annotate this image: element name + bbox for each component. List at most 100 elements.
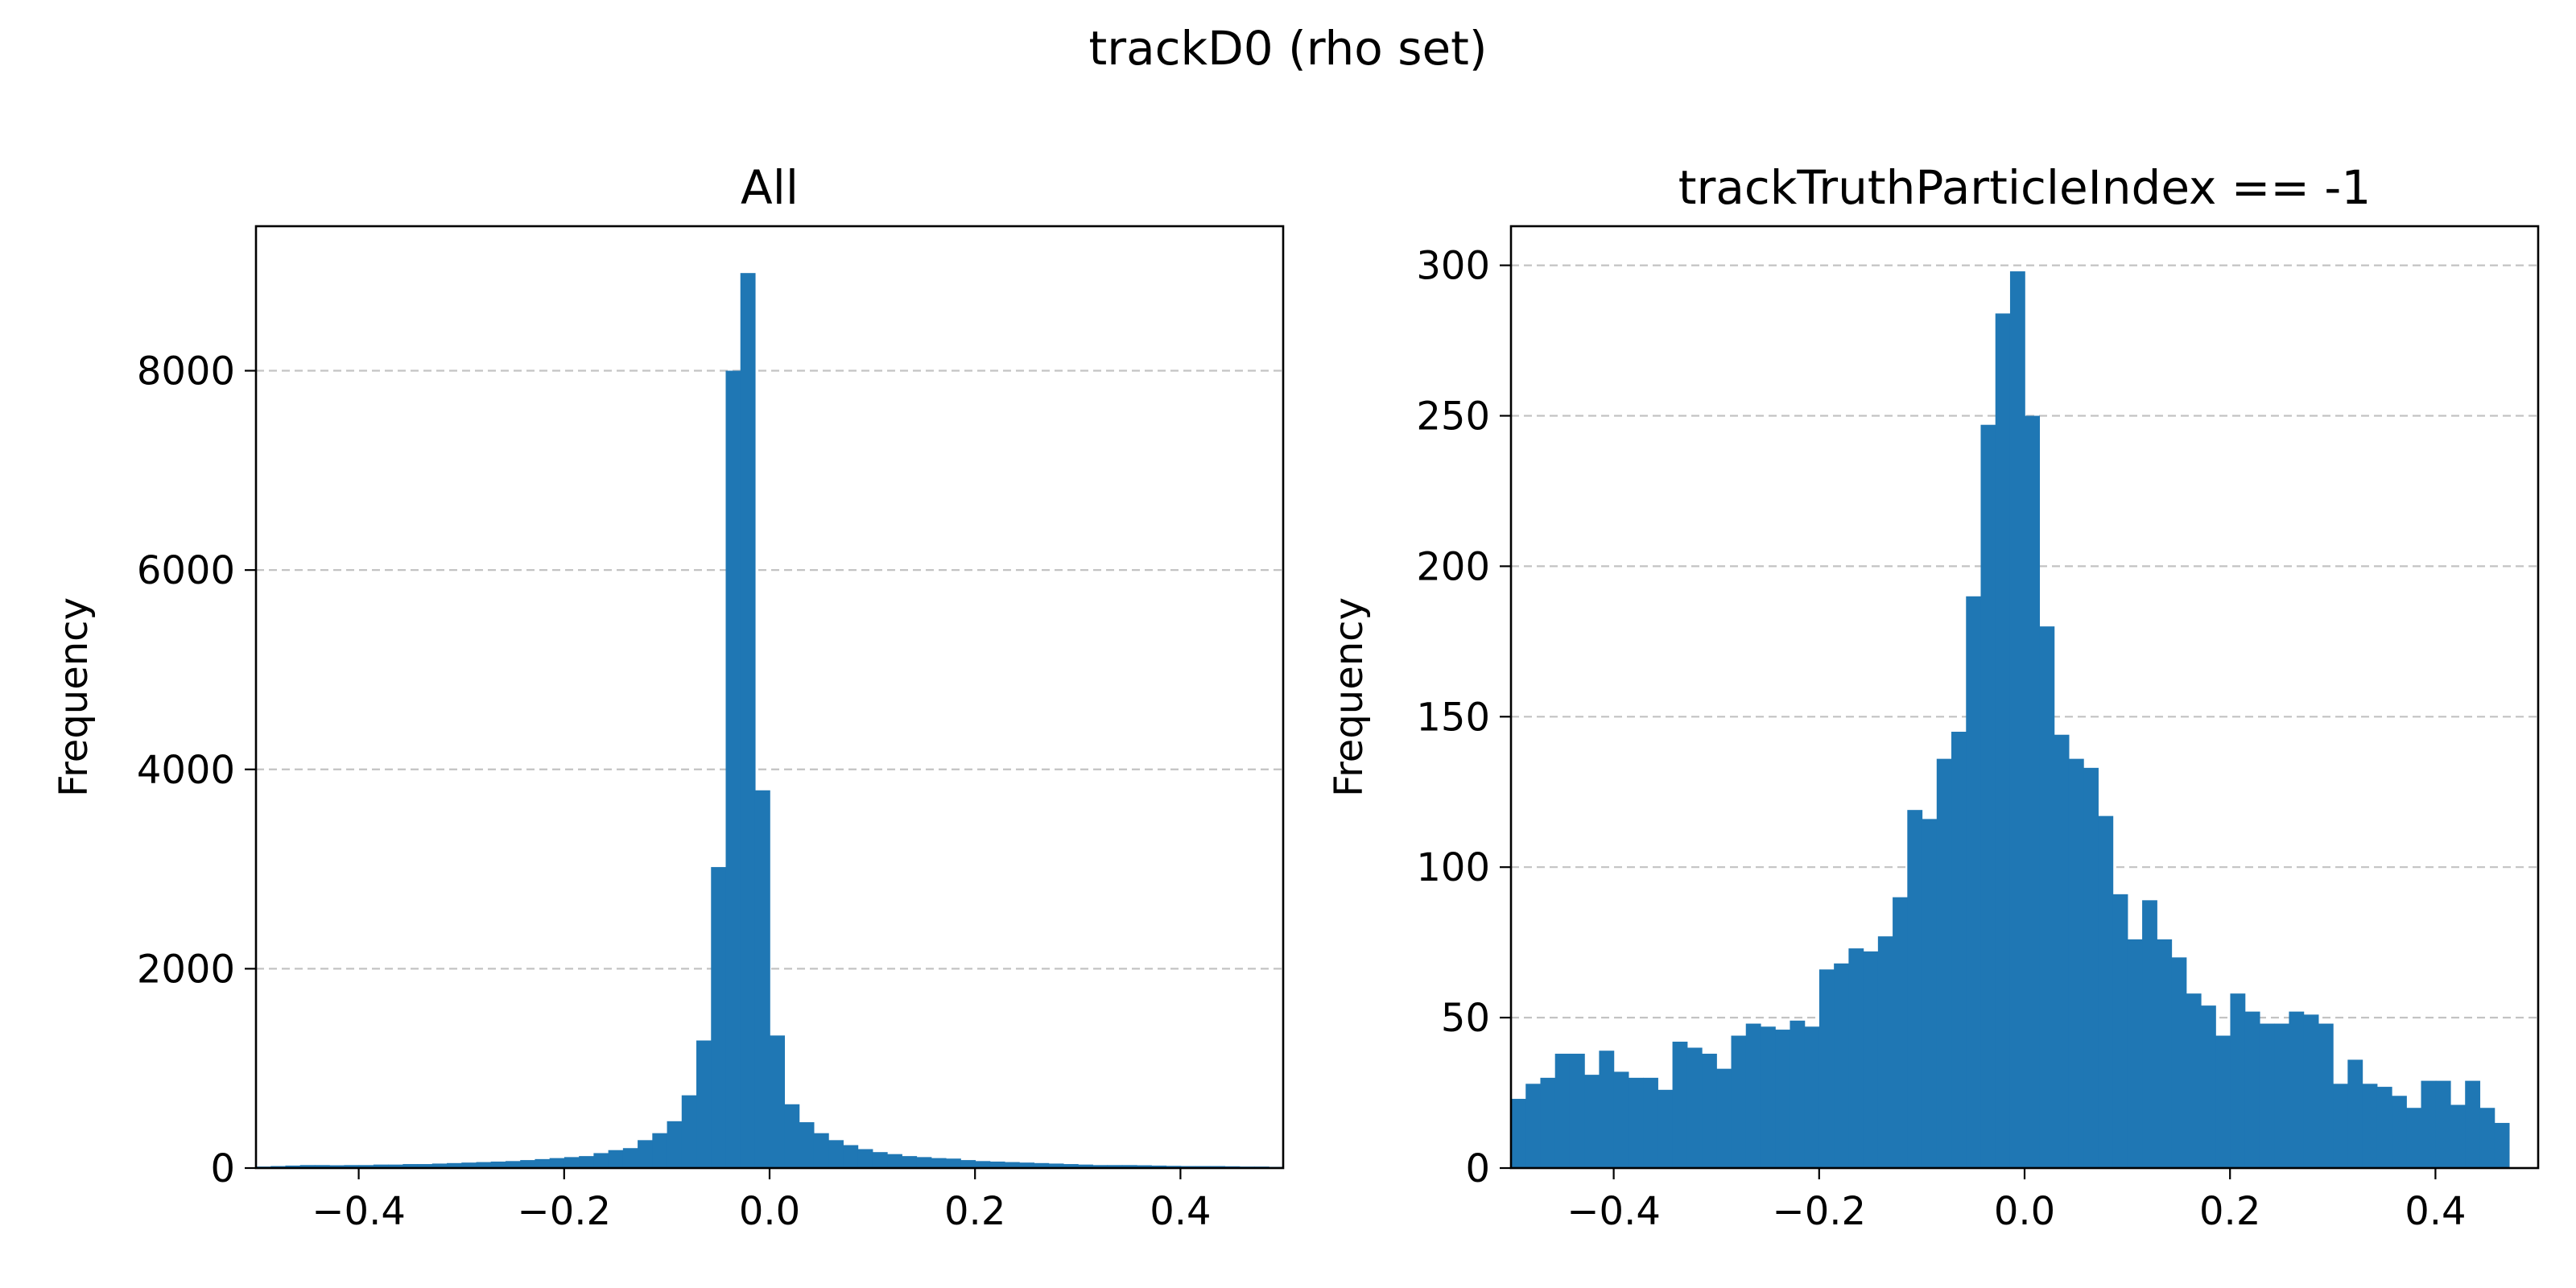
y-tick-label: 8000 — [137, 349, 235, 394]
histogram-bar — [2421, 1080, 2437, 1168]
figure-title: trackD0 (rho set) — [1088, 21, 1487, 76]
histogram-bar — [1078, 1164, 1093, 1168]
histogram-bar — [1775, 1030, 1791, 1168]
histogram-bar — [813, 1133, 829, 1168]
histogram-bar — [2054, 734, 2070, 1168]
histogram-bar — [1628, 1077, 1644, 1168]
histogram-bar — [1702, 1053, 1717, 1168]
histogram-bar — [857, 1149, 873, 1168]
histogram-bar — [2333, 1084, 2348, 1168]
histogram-bar — [711, 867, 727, 1168]
histogram-bar — [2186, 993, 2202, 1168]
histogram-bar — [579, 1156, 594, 1168]
histogram-bar — [725, 370, 741, 1168]
histogram-bar — [2039, 626, 2055, 1168]
histogram-bar — [1951, 731, 1967, 1168]
histogram-bar — [2230, 993, 2246, 1168]
histogram-bar — [2274, 1023, 2290, 1168]
histogram-bar — [2157, 939, 2173, 1168]
histogram-bar — [388, 1164, 403, 1168]
histogram-bar — [799, 1122, 815, 1168]
y-tick-label: 250 — [1416, 394, 1490, 439]
histogram-bar — [2406, 1108, 2422, 1168]
y-tick-label: 100 — [1416, 845, 1490, 890]
histogram-bar — [1092, 1165, 1108, 1168]
histogram-bar — [652, 1133, 668, 1168]
x-tick-label: 0.4 — [2405, 1189, 2466, 1234]
histogram-bar — [2289, 1011, 2305, 1168]
histogram-bar — [828, 1140, 844, 1168]
histogram-bar — [329, 1165, 345, 1168]
histogram-bar — [1893, 897, 1908, 1168]
histogram-bar — [2244, 1011, 2260, 1168]
histogram-bar — [1936, 758, 1952, 1168]
histogram-bar — [2435, 1080, 2451, 1168]
histogram-bar — [447, 1162, 462, 1168]
y-tick-label: 150 — [1416, 695, 1490, 740]
x-tick-label: −0.2 — [518, 1189, 612, 1234]
histogram-bar — [608, 1150, 624, 1168]
histogram-bar — [1863, 951, 1879, 1168]
histogram-bar — [2127, 939, 2143, 1168]
y-axis-label: Frequency — [1327, 597, 1372, 797]
histogram-bar — [476, 1162, 492, 1168]
histogram-bar — [989, 1161, 1005, 1168]
histogram-bar — [2465, 1080, 2481, 1168]
histogram-bar — [945, 1158, 961, 1168]
histogram-bar — [373, 1164, 389, 1168]
histogram-bar — [1848, 948, 1864, 1168]
histogram-bar — [1657, 1089, 1674, 1168]
y-tick-label: 2000 — [137, 947, 235, 992]
histogram-bar — [872, 1152, 888, 1168]
histogram-bar — [490, 1161, 506, 1168]
x-tick-label: 0.4 — [1150, 1189, 1211, 1234]
histogram-bar — [1731, 1035, 1747, 1168]
histogram-bar — [1686, 1047, 1703, 1168]
histogram-bar — [2392, 1096, 2407, 1168]
histogram-bar — [1790, 1020, 1806, 1168]
histogram-bar — [2318, 1023, 2334, 1168]
histogram-bar — [975, 1161, 991, 1168]
histogram-bar — [299, 1165, 316, 1168]
y-axis-label: Frequency — [52, 597, 97, 797]
histogram-bar — [1804, 1026, 1820, 1168]
histogram-bar — [1966, 596, 1982, 1168]
histogram-bar — [2201, 1005, 2216, 1168]
histogram-bar — [916, 1157, 932, 1168]
histogram-bar — [402, 1164, 419, 1168]
x-tick-label: 0.0 — [739, 1189, 800, 1234]
y-tick-label: 4000 — [137, 748, 235, 793]
histogram-bar — [1540, 1077, 1556, 1168]
histogram-bar — [1511, 1099, 1526, 1168]
histogram-bar — [1525, 1084, 1542, 1168]
histogram-bar — [843, 1145, 859, 1168]
histogram-bar — [2171, 957, 2187, 1168]
histogram-bar — [593, 1153, 609, 1168]
histogram-bar — [1643, 1077, 1658, 1168]
histogram-bar — [2259, 1023, 2275, 1168]
y-tick-label: 200 — [1416, 544, 1490, 589]
histogram-bar — [2450, 1104, 2466, 1168]
histogram-bar — [1004, 1162, 1020, 1168]
histogram-bar — [931, 1158, 947, 1168]
histogram-bar — [358, 1165, 374, 1168]
histogram-bar — [696, 1040, 712, 1168]
x-tick-label: 0.0 — [1994, 1189, 2055, 1234]
histogram-bar — [564, 1157, 580, 1168]
histogram-bar — [960, 1160, 976, 1168]
bars — [256, 273, 1283, 1168]
histogram-bar — [887, 1154, 902, 1168]
x-tick-label: −0.2 — [1773, 1189, 1867, 1234]
histogram-bar — [549, 1158, 565, 1168]
x-tick-label: 0.2 — [944, 1189, 1005, 1234]
histogram-bar — [622, 1148, 638, 1168]
histogram-bar — [2009, 271, 2025, 1168]
histogram-bar — [754, 790, 770, 1168]
bars — [1511, 271, 2510, 1168]
x-tick-label: −0.4 — [312, 1189, 406, 1234]
histogram-bar — [902, 1156, 918, 1168]
histogram-bar — [1834, 963, 1849, 1168]
x-tick-label: −0.4 — [1567, 1189, 1661, 1234]
histogram-bar — [2303, 1014, 2319, 1168]
